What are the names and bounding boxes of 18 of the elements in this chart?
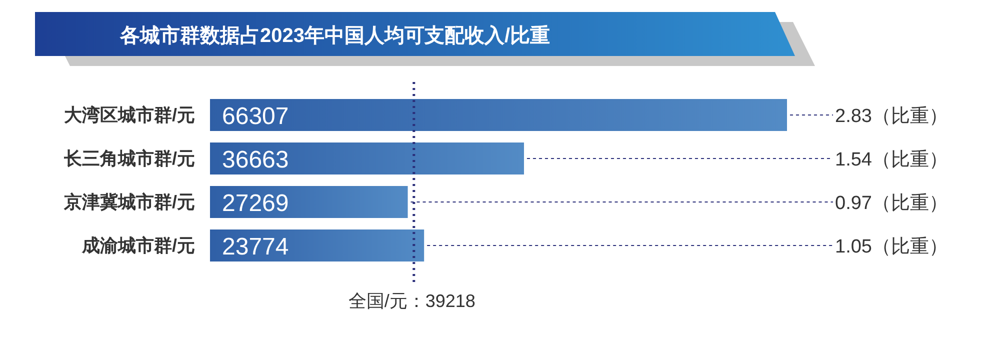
annotation: 23774 (222, 234, 289, 260)
data-label: 0.97（比重） (835, 193, 948, 214)
data-label: 1.54（比重） (835, 150, 948, 170)
y-tick-label: 京津冀城市群/元 (62, 192, 195, 212)
ref-line-label: 全国/元：39218 (348, 291, 476, 311)
bar (210, 230, 424, 262)
bar (210, 99, 787, 131)
data-label: 2.83（比重） (835, 106, 948, 127)
y-tick-label: 长三角城市群/元 (62, 148, 195, 168)
data-label: 1.05（比重） (835, 236, 948, 258)
chart-title: 各城市群数据占2023年中国人均可支配收入/比重 (119, 24, 550, 47)
y-tick-label: 大湾区城市群/元 (62, 105, 195, 125)
annotation: 66307 (222, 103, 289, 130)
annotation: 27269 (222, 190, 289, 217)
y-tick-label: 成渝城市群/元 (80, 236, 195, 256)
annotation: 36663 (222, 146, 289, 174)
bar (210, 186, 408, 218)
bar (210, 142, 524, 174)
